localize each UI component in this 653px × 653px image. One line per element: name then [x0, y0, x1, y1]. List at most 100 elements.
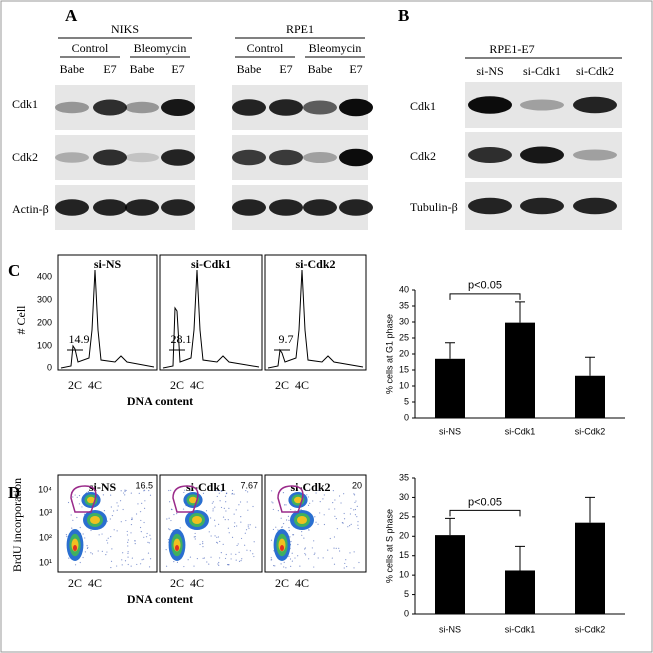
event-dot [354, 514, 357, 516]
event-dot [97, 550, 99, 552]
event-dot [288, 527, 290, 529]
x-tick-label: si-Cdk2 [575, 426, 606, 436]
event-dot [148, 566, 151, 568]
event-dot [240, 521, 242, 523]
event-dot [126, 534, 129, 536]
event-dot [285, 519, 288, 521]
event-dot [277, 510, 279, 512]
event-dot [87, 546, 89, 549]
x-tick-label: 2C [68, 576, 82, 590]
event-dot [247, 526, 249, 528]
event-dot [86, 545, 88, 547]
band [573, 96, 617, 114]
event-dot [220, 506, 223, 509]
event-dot [170, 508, 173, 510]
y-tick-label: 15 [399, 364, 409, 374]
y-tick-label: 20 [399, 348, 409, 358]
event-dot [143, 507, 146, 509]
event-dot [124, 560, 127, 562]
event-dot [358, 561, 360, 564]
event-dot [235, 553, 237, 556]
event-dot [313, 553, 315, 556]
event-dot [350, 507, 352, 510]
event-dot [149, 558, 152, 560]
row-label: Cdk1 [410, 99, 436, 113]
row-label: Cdk2 [12, 150, 38, 164]
event-dot [147, 541, 149, 543]
event-dot [116, 509, 118, 511]
event-dot [147, 552, 150, 554]
event-dot [275, 526, 277, 528]
x-tick-label: 2C [170, 378, 184, 392]
event-dot [67, 501, 70, 504]
event-dot [252, 505, 254, 508]
event-dot [199, 543, 201, 545]
event-dot [247, 491, 249, 493]
event-dot [227, 527, 229, 529]
event-dot [143, 536, 145, 538]
lane-label: Babe [130, 62, 155, 76]
lane-label: Babe [60, 62, 85, 76]
event-dot [284, 504, 286, 506]
event-dot [354, 508, 357, 511]
y-label: % cells at S phase [384, 509, 394, 583]
event-dot [244, 544, 246, 546]
event-dot [240, 560, 242, 562]
event-dot [103, 510, 106, 512]
event-dot [315, 492, 317, 494]
event-dot [214, 506, 216, 508]
band [520, 99, 564, 111]
event-dot [319, 512, 321, 514]
y-tick-label: 10 [399, 570, 409, 580]
event-dot [84, 537, 86, 539]
event-dot [148, 542, 150, 544]
gate-value: 7.67 [240, 480, 258, 490]
event-dot [340, 502, 342, 504]
band [573, 149, 617, 161]
event-dot [106, 539, 108, 541]
event-dot [217, 489, 220, 492]
event-dot [228, 564, 230, 566]
event-dot [289, 558, 292, 560]
plot-title: si-NS [94, 257, 122, 271]
event-dot [288, 519, 290, 521]
event-dot [335, 547, 337, 549]
y-tick-label: 0 [404, 412, 409, 422]
event-dot [84, 551, 86, 553]
x-tick-label: 4C [88, 378, 102, 392]
event-dot [167, 539, 170, 541]
event-dot [130, 523, 133, 526]
event-dot [299, 565, 301, 567]
event-dot [252, 553, 254, 555]
x-tick-label: 2C [170, 576, 184, 590]
bar [435, 535, 465, 614]
band [269, 199, 303, 216]
event-dot [304, 552, 306, 555]
event-dot [121, 564, 123, 566]
event-dot [221, 490, 223, 492]
event-dot [116, 502, 118, 504]
band [55, 199, 89, 216]
event-dot [194, 532, 196, 535]
event-dot [238, 504, 240, 506]
event-dot [113, 529, 115, 531]
event-dot [291, 552, 293, 554]
event-dot [238, 551, 240, 553]
event-dot [136, 563, 138, 566]
event-dot [353, 567, 355, 569]
event-dot [350, 523, 352, 526]
event-dot [343, 512, 345, 515]
event-dot [111, 548, 113, 550]
y-label: BrdU incorporation [10, 478, 24, 572]
event-dot [290, 565, 292, 568]
band [468, 96, 512, 114]
condition-label: Bleomycin [134, 41, 187, 55]
band [125, 199, 159, 216]
event-dot [235, 509, 237, 511]
error-bar [515, 301, 525, 323]
event-dot [125, 519, 127, 522]
event-dot [168, 489, 170, 492]
density [192, 516, 202, 524]
gate-value: 9.7 [279, 332, 294, 346]
